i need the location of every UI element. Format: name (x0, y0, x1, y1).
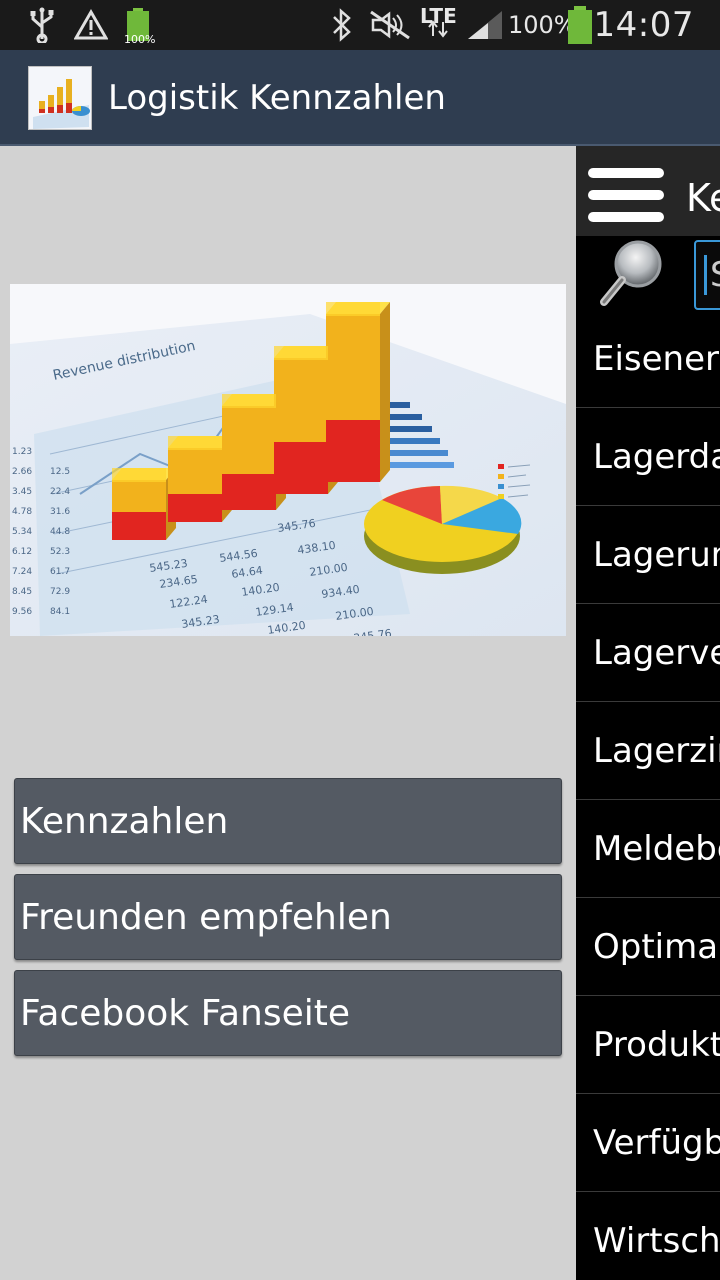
battery-small-label: 100% (124, 32, 156, 46)
kennzahlen-button-label: Kennzahlen (20, 800, 229, 842)
svg-text:12.5: 12.5 (50, 467, 70, 477)
drawer-item-label: Produkt (593, 1024, 720, 1065)
drawer-title: Ke (686, 176, 720, 220)
svg-text:22.4: 22.4 (50, 487, 70, 497)
main-content: Revenue distribution 545.23 544.56 345.7… (0, 146, 576, 1280)
drawer-item-label: Meldebe (593, 828, 720, 869)
drawer-item-label: Lagerve (593, 632, 720, 673)
drawer-list: Eisener Lagerda Lagerun Lagerve Lagerzin… (576, 310, 720, 1280)
svg-text:9.56: 9.56 (12, 607, 32, 617)
drawer-item[interactable]: Lagerve (576, 604, 720, 702)
drawer-item-label: Wirtscha (593, 1220, 720, 1261)
bluetooth-icon (330, 0, 354, 50)
signal-icon (466, 0, 504, 50)
hero-number: 129.14 (255, 601, 295, 619)
text-caret (704, 255, 707, 295)
hero-number: 140.20 (267, 619, 307, 636)
svg-text:2.66: 2.66 (12, 467, 32, 477)
drawer-item-label: Lagerun (593, 534, 720, 575)
svg-text:7.24: 7.24 (12, 567, 32, 577)
navigation-drawer[interactable]: Ke S Eisener Lagerda Lagerun La (576, 146, 720, 1280)
svg-text:52.3: 52.3 (50, 547, 70, 557)
svg-text:4.78: 4.78 (12, 507, 32, 517)
recommend-to-friends-button-label: Freunden empfehlen (20, 896, 392, 938)
hero-number: 934.40 (321, 583, 361, 601)
app-title: Logistik Kennzahlen (108, 78, 446, 118)
warning-icon (74, 0, 108, 50)
hero-chart-image: Revenue distribution 545.23 544.56 345.7… (10, 284, 566, 636)
drawer-item-label: Optimal (593, 926, 720, 967)
svg-text:3.45: 3.45 (12, 487, 32, 497)
svg-text:5.34: 5.34 (12, 527, 32, 537)
action-bar: Logistik Kennzahlen (0, 50, 720, 146)
drawer-item[interactable]: Produkt (576, 996, 720, 1094)
hero-number: 210.00 (309, 561, 349, 579)
drawer-search-input[interactable]: S (694, 240, 720, 310)
drawer-item-label: Lagerda (593, 436, 720, 477)
battery-icon (566, 0, 594, 50)
svg-text:1.23: 1.23 (12, 447, 32, 457)
svg-text:8.45: 8.45 (12, 587, 32, 597)
svg-text:61.7: 61.7 (50, 567, 70, 577)
battery-icon (124, 0, 154, 50)
hero-number: 64.64 (231, 564, 264, 581)
status-bar: 100% LTE 100% 14:07 (0, 0, 720, 50)
hero-number: 210.00 (335, 605, 375, 623)
svg-text:44.8: 44.8 (50, 527, 70, 537)
drawer-item-label: Lagerzin (593, 730, 720, 771)
svg-text:84.1: 84.1 (50, 607, 70, 617)
drawer-header: Ke (576, 146, 720, 236)
mute-icon (368, 0, 412, 50)
drawer-item[interactable]: Optimal (576, 898, 720, 996)
facebook-fanpage-button[interactable]: Facebook Fanseite (14, 970, 562, 1056)
drawer-item[interactable]: Wirtscha (576, 1192, 720, 1280)
svg-text:72.9: 72.9 (50, 587, 70, 597)
magnifier-icon[interactable] (598, 238, 668, 310)
usb-icon (28, 0, 56, 50)
svg-text:31.6: 31.6 (50, 507, 70, 517)
drawer-item[interactable]: Eisener (576, 310, 720, 408)
svg-text:6.12: 6.12 (12, 547, 32, 557)
drawer-item-label: Verfügb (593, 1122, 720, 1163)
kennzahlen-button[interactable]: Kennzahlen (14, 778, 562, 864)
hero-number: 345.23 (181, 613, 221, 631)
data-arrows-icon (426, 14, 450, 44)
hero-number: 345.76 (353, 627, 393, 636)
hero-number: 545.23 (149, 557, 189, 575)
hero-number: 234.65 (159, 573, 199, 591)
hero-number: 544.56 (219, 547, 259, 565)
drawer-search-value: S (710, 255, 720, 295)
hero-chart-illustration: Revenue distribution 545.23 544.56 345.7… (10, 284, 566, 636)
hero-number: 438.10 (297, 539, 337, 557)
hero-number: 122.24 (169, 593, 209, 611)
drawer-item[interactable]: Lagerda (576, 408, 720, 506)
drawer-item[interactable]: Lagerun (576, 506, 720, 604)
lte-label: LTE (420, 4, 457, 28)
hero-number: 345.76 (277, 517, 317, 535)
hero-number: 140.20 (241, 581, 281, 599)
drawer-item-label: Eisener (593, 338, 720, 379)
facebook-fanpage-button-label: Facebook Fanseite (20, 992, 351, 1034)
chart-app-icon[interactable] (28, 66, 92, 130)
drawer-item[interactable]: Lagerzin (576, 702, 720, 800)
drawer-item[interactable]: Meldebe (576, 800, 720, 898)
battery-percent: 100% (508, 11, 577, 39)
drawer-item[interactable]: Verfügb (576, 1094, 720, 1192)
hamburger-menu-icon[interactable] (588, 168, 664, 224)
clock: 14:07 (593, 5, 694, 45)
recommend-to-friends-button[interactable]: Freunden empfehlen (14, 874, 562, 960)
